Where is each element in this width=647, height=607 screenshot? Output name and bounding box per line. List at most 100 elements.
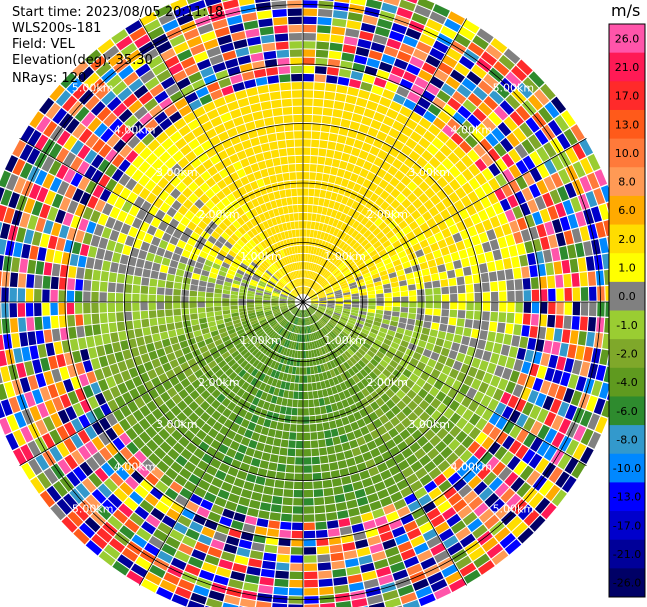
velocity-bin xyxy=(352,183,362,193)
velocity-bin xyxy=(329,369,336,378)
velocity-bin xyxy=(397,584,415,597)
velocity-bin xyxy=(259,576,274,586)
velocity-bin xyxy=(291,246,296,254)
velocity-bin xyxy=(333,258,341,266)
velocity-bin xyxy=(318,398,325,406)
velocity-bin xyxy=(107,399,119,412)
velocity-bin xyxy=(364,338,373,346)
velocity-bin xyxy=(503,333,513,346)
velocity-bin xyxy=(447,472,462,485)
velocity-bin xyxy=(442,124,455,138)
velocity-bin xyxy=(315,256,321,264)
velocity-bin xyxy=(250,414,260,424)
velocity-bin xyxy=(146,192,157,204)
velocity-bin xyxy=(399,285,408,292)
velocity-bin xyxy=(353,139,364,149)
velocity-bin xyxy=(195,210,206,220)
velocity-bin xyxy=(319,299,327,302)
velocity-bin xyxy=(512,127,527,143)
velocity-bin xyxy=(301,334,303,342)
velocity-bin xyxy=(150,125,164,138)
velocity-bin xyxy=(289,213,295,222)
velocity-bin xyxy=(199,275,209,282)
velocity-bin xyxy=(208,220,218,230)
velocity-bin xyxy=(42,316,51,330)
velocity-bin xyxy=(202,379,212,389)
velocity-bin xyxy=(303,359,307,367)
velocity-bin xyxy=(232,116,245,127)
velocity-bin xyxy=(405,378,415,389)
velocity-bin xyxy=(434,521,450,535)
velocity-bin xyxy=(282,223,288,231)
velocity-bin xyxy=(210,330,219,337)
velocity-bin xyxy=(299,286,302,294)
velocity-bin xyxy=(272,322,279,329)
velocity-bin xyxy=(320,381,327,389)
velocity-bin xyxy=(350,590,366,600)
velocity-bin xyxy=(564,182,577,199)
velocity-bin xyxy=(261,322,269,329)
velocity-bin xyxy=(453,478,467,492)
velocity-bin xyxy=(363,433,374,443)
velocity-bin xyxy=(190,278,199,286)
velocity-bin xyxy=(563,273,572,288)
velocity-bin xyxy=(507,194,519,208)
velocity-bin xyxy=(310,305,318,309)
velocity-bin xyxy=(432,453,445,466)
velocity-bin xyxy=(288,604,303,607)
velocity-bin xyxy=(399,235,409,245)
velocity-bin xyxy=(216,253,225,262)
velocity-bin xyxy=(250,180,259,190)
velocity-bin xyxy=(482,219,493,231)
velocity-bin xyxy=(111,154,125,168)
velocity-bin xyxy=(135,127,150,141)
velocity-bin xyxy=(262,560,276,570)
velocity-bin xyxy=(487,261,496,272)
velocity-bin xyxy=(316,331,322,339)
velocity-bin xyxy=(151,466,164,480)
velocity-bin xyxy=(374,407,385,418)
velocity-bin xyxy=(328,378,335,387)
velocity-bin xyxy=(371,342,381,351)
velocity-bin xyxy=(249,282,258,287)
velocity-bin xyxy=(570,196,582,213)
velocity-bin xyxy=(392,369,402,379)
velocity-bin xyxy=(34,289,42,302)
velocity-bin xyxy=(320,214,326,223)
velocity-bin xyxy=(329,462,339,471)
velocity-bin xyxy=(532,211,543,226)
velocity-bin xyxy=(242,322,251,329)
velocity-bin xyxy=(258,373,266,382)
velocity-bin xyxy=(356,213,365,223)
velocity-bin xyxy=(84,441,98,456)
velocity-bin xyxy=(293,481,303,490)
velocity-bin xyxy=(430,398,442,409)
velocity-bin xyxy=(72,188,84,203)
velocity-bin xyxy=(452,379,463,391)
velocity-bin xyxy=(326,67,339,76)
velocity-bin xyxy=(452,499,468,513)
velocity-bin xyxy=(362,14,378,26)
velocity-bin xyxy=(361,512,374,523)
velocity-bin xyxy=(486,362,497,375)
velocity-bin xyxy=(207,511,221,523)
velocity-bin xyxy=(51,263,61,277)
velocity-bin xyxy=(97,106,112,122)
velocity-bin xyxy=(176,423,189,436)
velocity-bin xyxy=(295,367,300,375)
velocity-bin xyxy=(125,20,143,35)
velocity-bin xyxy=(400,307,409,313)
velocity-bin xyxy=(456,318,465,327)
velocity-bin xyxy=(569,258,579,273)
velocity-bin xyxy=(364,275,372,282)
velocity-bin xyxy=(429,76,445,89)
velocity-bin xyxy=(35,261,45,275)
velocity-bin xyxy=(464,134,478,149)
velocity-bin xyxy=(348,78,362,89)
velocity-bin xyxy=(379,96,392,108)
velocity-bin xyxy=(328,264,336,272)
velocity-bin xyxy=(250,208,259,217)
velocity-bin xyxy=(311,324,316,332)
velocity-bin xyxy=(383,172,394,183)
velocity-bin xyxy=(468,427,481,440)
